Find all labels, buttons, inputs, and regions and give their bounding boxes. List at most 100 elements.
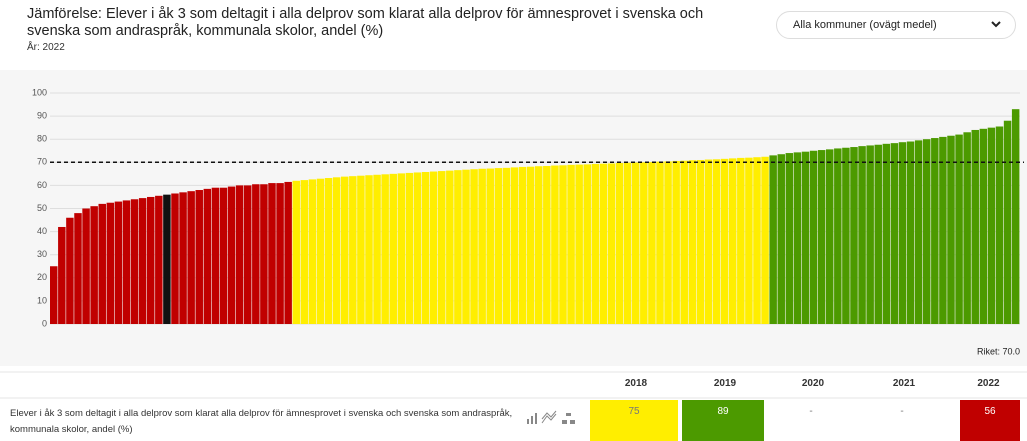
- bar: [227, 186, 236, 324]
- bar: [276, 183, 284, 324]
- bar: [268, 183, 276, 324]
- bar: [122, 200, 131, 324]
- chart-subtitle: År: 2022: [27, 42, 65, 53]
- bar: [138, 198, 147, 324]
- bar: [66, 217, 74, 324]
- bar: [947, 135, 955, 324]
- column-header: 2021: [892, 378, 916, 389]
- bar: [357, 175, 365, 324]
- bar: [591, 163, 600, 324]
- bar: [397, 173, 406, 324]
- y-tick-label: 60: [37, 180, 47, 190]
- bar: [801, 151, 810, 324]
- bar: [923, 139, 931, 324]
- bar: [106, 202, 115, 324]
- bar: [640, 162, 648, 324]
- bar: [381, 174, 389, 324]
- bar: [341, 176, 349, 324]
- chevron: [991, 21, 1001, 28]
- bar: [931, 138, 939, 324]
- bar: [890, 143, 899, 324]
- column-header: 2020: [801, 378, 825, 389]
- bar: [745, 157, 753, 324]
- bar: [858, 146, 866, 324]
- bar: [195, 190, 203, 324]
- bar: [219, 187, 228, 324]
- bar: [203, 188, 212, 324]
- bar: [308, 179, 317, 324]
- bar: [502, 167, 511, 324]
- bar: [680, 160, 688, 324]
- y-tick-label: 50: [37, 203, 47, 213]
- bar: [898, 142, 907, 324]
- bar: [438, 171, 446, 324]
- dropdown-label: Alla kommuner (ovägt medel): [793, 19, 937, 31]
- bar: [535, 166, 543, 324]
- bar: [155, 195, 163, 324]
- bar: [235, 185, 244, 324]
- bar: [510, 167, 519, 324]
- bar: [405, 172, 414, 324]
- table-cell: 75: [590, 400, 678, 441]
- bar: [995, 126, 1004, 325]
- bar: [429, 171, 438, 324]
- bar: [130, 199, 139, 324]
- bar: [252, 184, 260, 324]
- bar: [737, 157, 745, 324]
- bar: [720, 158, 729, 324]
- bar: [454, 170, 462, 324]
- bar: [971, 129, 979, 324]
- bar: [882, 143, 891, 324]
- table-cell: 56: [960, 400, 1020, 441]
- bar: [260, 184, 268, 324]
- bar: [834, 148, 842, 324]
- bar: [324, 178, 333, 324]
- bar: [842, 147, 850, 324]
- row-icons: [527, 410, 575, 424]
- bar: [939, 136, 947, 324]
- reference-label: Riket: 70.0: [977, 346, 1020, 356]
- bar: [179, 192, 187, 324]
- bar: [543, 165, 551, 324]
- y-tick-label: 30: [37, 249, 47, 259]
- bar: [753, 157, 761, 324]
- bar: [712, 159, 721, 324]
- bar: [785, 153, 794, 324]
- table-cell: -: [900, 406, 904, 417]
- bar: [494, 168, 503, 324]
- bar: [486, 168, 494, 324]
- bar: [623, 162, 632, 324]
- column-header: 2018: [624, 378, 648, 389]
- bar: [187, 191, 195, 324]
- bar: [826, 149, 834, 324]
- bar: [866, 145, 874, 324]
- bar: [244, 185, 252, 324]
- bar: [914, 140, 923, 324]
- bar: [300, 180, 309, 324]
- bar: [761, 156, 769, 324]
- bar: [688, 160, 697, 324]
- bar: [575, 164, 583, 324]
- bar: [470, 169, 478, 324]
- bar: [82, 208, 90, 324]
- bar: [583, 164, 591, 324]
- bar: [987, 127, 996, 325]
- y-tick-label: 20: [37, 272, 47, 282]
- bar: [373, 174, 381, 324]
- dropdown[interactable]: Alla kommuner (ovägt medel): [776, 11, 1016, 39]
- bar: [389, 173, 397, 324]
- bar: [421, 172, 430, 324]
- bar: [147, 196, 155, 324]
- bar: [292, 180, 300, 324]
- y-tick-label: 80: [37, 134, 47, 144]
- bar: [632, 162, 640, 324]
- bar: [332, 177, 341, 324]
- bar: [809, 150, 818, 324]
- bar: [672, 160, 680, 324]
- y-tick-label: 100: [32, 87, 47, 97]
- bar: [365, 175, 373, 324]
- bar: [615, 162, 624, 324]
- bar: [58, 226, 66, 324]
